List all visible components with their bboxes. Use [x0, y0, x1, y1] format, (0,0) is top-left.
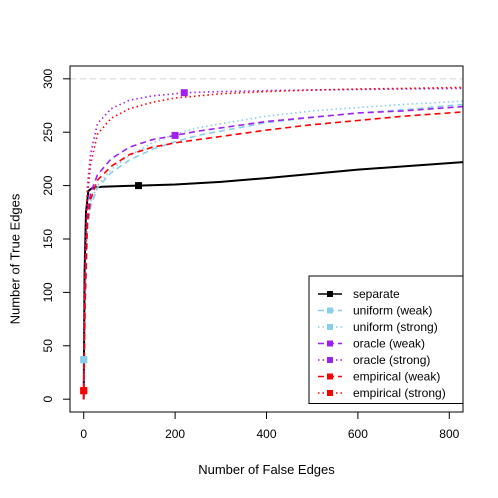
series-line-1 [82, 103, 463, 400]
legend-box [308, 275, 464, 404]
y-tick-label: 250 [41, 122, 55, 142]
series-marker-6 [80, 387, 88, 395]
x-tick-label: 400 [256, 427, 276, 441]
y-tick-label: 50 [41, 339, 55, 353]
y-tick-label: 200 [41, 175, 55, 195]
legend-label: uniform (weak) [353, 304, 432, 318]
x-tick-label: 600 [348, 427, 368, 441]
series-marker-4 [180, 89, 188, 97]
legend-label: oracle (strong) [353, 353, 430, 367]
x-tick-label: 200 [165, 427, 185, 441]
series-line-6 [82, 86, 463, 400]
legend-label: separate [353, 287, 400, 301]
series-marker-2 [80, 356, 88, 364]
legend-swatch-marker-1 [327, 307, 333, 314]
x-tick-label: 800 [439, 427, 459, 441]
series-line-2 [82, 100, 463, 400]
legend-label: oracle (weak) [353, 337, 425, 351]
series-line-3 [82, 105, 463, 400]
y-tick-label: 0 [41, 396, 55, 403]
legend-swatch-marker-3 [327, 340, 333, 347]
legend-swatch-marker-0 [327, 291, 333, 297]
legend-swatch-marker-4 [327, 357, 333, 363]
y-axis: 0 50 100 150 200 250 300 [41, 68, 71, 403]
series-line-5 [82, 111, 463, 400]
legend-label: empirical (weak) [353, 370, 440, 384]
legend-swatch-marker-5 [327, 373, 333, 380]
series-marker-0 [135, 182, 143, 190]
legend-label: empirical (strong) [353, 386, 446, 400]
x-axis-label: Number of False Edges [198, 462, 335, 477]
legend-swatch-marker-6 [327, 390, 333, 396]
y-axis-label: Number of True Edges [7, 193, 22, 324]
y-tick-label: 100 [41, 282, 55, 302]
x-axis: 0 200 400 600 800 [80, 411, 460, 441]
legend-label: uniform (strong) [353, 320, 438, 334]
legend-swatch-marker-2 [327, 324, 333, 330]
y-tick-label: 150 [41, 229, 55, 249]
legend: separate uniform (weak) uniform (strong) or… [308, 275, 464, 404]
x-tick-label: 0 [80, 427, 87, 441]
marker-layer [80, 89, 188, 395]
series-line-4 [82, 87, 463, 400]
series-marker-3 [171, 131, 179, 139]
y-tick-label: 300 [41, 68, 55, 88]
